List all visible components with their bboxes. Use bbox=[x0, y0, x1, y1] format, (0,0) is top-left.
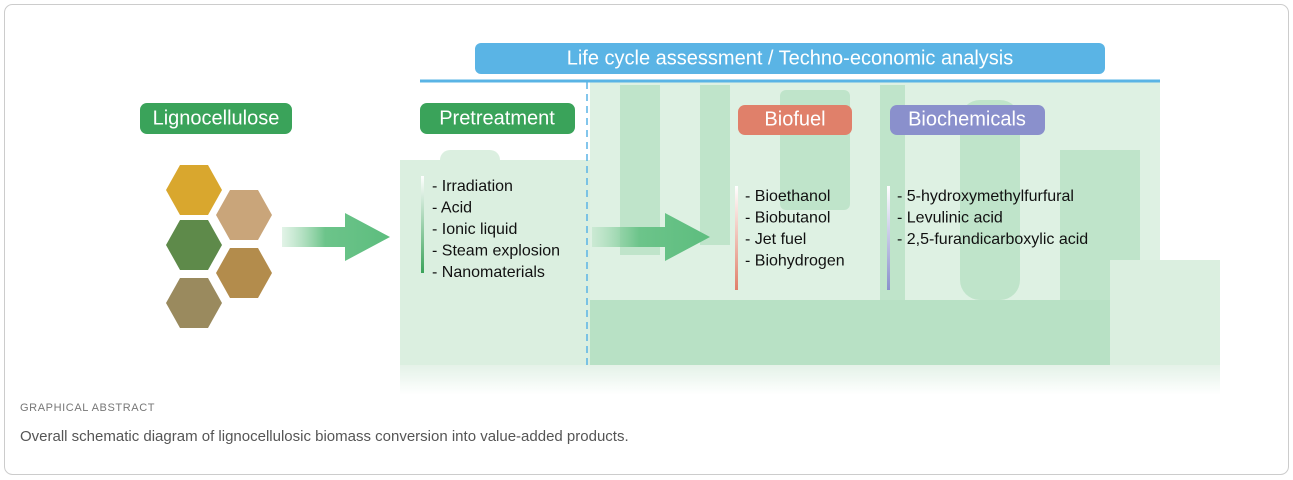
list-item: - Biohydrogen bbox=[745, 253, 845, 270]
biofuel-title: Biofuel bbox=[764, 108, 825, 130]
list-item: - 2,5-furandicarboxylic acid bbox=[897, 231, 1088, 248]
list-item: - Biobutanol bbox=[745, 210, 830, 227]
pretreatment-title: Pretreatment bbox=[439, 107, 555, 129]
page: {"banner": "Life cycle assessment / Tech… bbox=[0, 0, 1293, 480]
caption-label: GRAPHICAL ABSTRACT bbox=[20, 402, 155, 414]
list-item: - Steam explosion bbox=[432, 243, 560, 260]
list-bar bbox=[887, 186, 890, 290]
list-bar bbox=[735, 186, 738, 290]
list-item: - Ionic liquid bbox=[432, 221, 517, 238]
list-item: - Bioethanol bbox=[745, 188, 830, 205]
caption-text: Overall schematic diagram of lignocellul… bbox=[20, 428, 629, 445]
list-item: - Levulinic acid bbox=[897, 210, 1003, 227]
list-item: - Acid bbox=[432, 200, 472, 217]
list-bar bbox=[421, 176, 424, 273]
list-item: - Jet fuel bbox=[745, 231, 806, 248]
list-item: - Irradiation bbox=[432, 178, 513, 195]
source-title: Lignocellulose bbox=[153, 107, 280, 129]
list-item: - Nanomaterials bbox=[432, 264, 545, 281]
banner-title: Life cycle assessment / Techno-economic … bbox=[567, 47, 1014, 69]
list-item: - 5-hydroxymethylfurfural bbox=[897, 188, 1074, 205]
figure: Life cycle assessment / Techno-economic … bbox=[0, 0, 1293, 480]
biochemicals-title: Biochemicals bbox=[908, 108, 1026, 130]
